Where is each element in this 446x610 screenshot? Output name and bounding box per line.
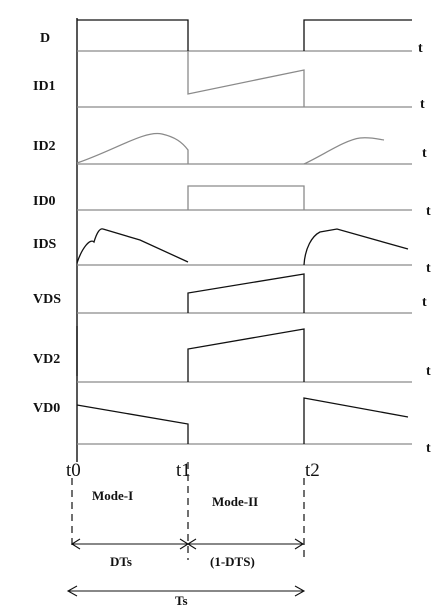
mode-label-1: Mode-I <box>92 488 133 503</box>
interval-label-dts: DTs <box>110 554 132 569</box>
period-label-ts: Ts <box>175 593 188 608</box>
waveform-id1 <box>187 51 305 107</box>
axis-t-vd2: t <box>426 364 431 379</box>
axis-t-id0: t <box>426 204 431 219</box>
signal-label-ids: IDS <box>33 237 57 252</box>
horizontal-axes <box>77 50 412 445</box>
axis-t-ids: t <box>426 261 431 276</box>
signal-label-vd0: VD0 <box>33 401 60 416</box>
signal-label-vds: VDS <box>33 292 61 307</box>
axis-t-id1: t <box>420 97 425 112</box>
axis-t-vds: t <box>422 295 427 310</box>
signal-label-id0: ID0 <box>33 194 56 209</box>
waveform-id2 <box>76 132 385 165</box>
mode-label-2: Mode-II <box>212 494 258 509</box>
waveform-vd0 <box>76 397 409 444</box>
time-mark-t2: t2 <box>305 460 320 481</box>
signal-label-id1: ID1 <box>33 79 56 94</box>
axis-t-id2: t <box>422 146 427 161</box>
signal-label-id2: ID2 <box>33 139 56 154</box>
waveform-vd2 <box>76 326 305 382</box>
signal-label-d: D <box>40 31 50 46</box>
waveform-vds <box>187 273 305 313</box>
period-arrow <box>66 585 306 597</box>
interval-arrows <box>70 538 305 550</box>
axis-t-vd0: t <box>426 441 431 456</box>
axis-t-d: t <box>418 41 423 56</box>
time-mark-t0: t0 <box>66 460 81 481</box>
waveform-d <box>77 19 412 51</box>
interval-label-1-dts: (1-DTS) <box>210 554 255 569</box>
time-mark-t1: t1 <box>176 460 191 481</box>
waveform-id0 <box>187 185 305 210</box>
waveform-ids <box>76 228 409 266</box>
signal-label-vd2: VD2 <box>33 352 60 367</box>
dashed-guides <box>71 462 305 560</box>
